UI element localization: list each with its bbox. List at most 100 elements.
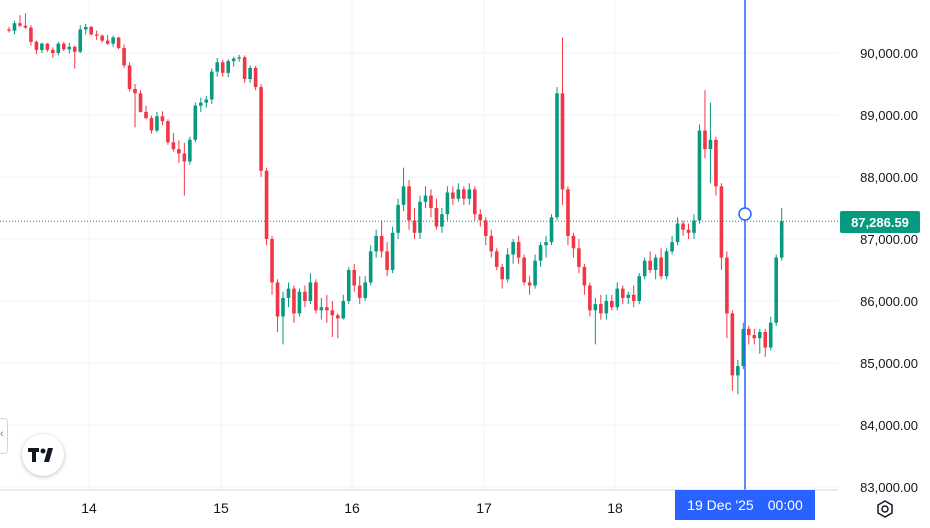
candle-body bbox=[122, 48, 126, 66]
candle-body bbox=[664, 251, 669, 277]
candle-body bbox=[12, 23, 17, 31]
candle-body bbox=[336, 315, 340, 319]
candle-body bbox=[352, 270, 357, 286]
candle-body bbox=[456, 189, 461, 199]
candle-body bbox=[133, 88, 137, 94]
candle-body bbox=[604, 301, 609, 314]
candle-body bbox=[127, 65, 132, 89]
candle-body bbox=[451, 192, 455, 199]
candle-body bbox=[275, 282, 280, 317]
candle-body bbox=[7, 29, 11, 31]
candle-body bbox=[560, 93, 565, 190]
candle-body bbox=[242, 57, 247, 80]
left-handle[interactable]: ‹ bbox=[0, 418, 8, 454]
crosshair-marker[interactable] bbox=[738, 207, 752, 221]
x-axis[interactable]: 14 15 16 17 18 bbox=[81, 500, 623, 516]
candle-body bbox=[56, 43, 61, 53]
candle-body bbox=[637, 276, 641, 301]
candle-body bbox=[500, 266, 504, 280]
settings-button[interactable] bbox=[874, 498, 896, 520]
candle-body bbox=[527, 282, 532, 286]
candle-body bbox=[511, 242, 515, 255]
candle-body bbox=[346, 270, 351, 301]
candle-body bbox=[67, 46, 72, 50]
candle-body bbox=[434, 208, 439, 227]
y-tick-label: 87,000.00 bbox=[860, 232, 918, 247]
candle-body bbox=[116, 37, 121, 49]
candle-body bbox=[23, 25, 28, 28]
x-tick-label: 15 bbox=[213, 500, 229, 516]
left-handle-icon: ‹ bbox=[0, 428, 4, 440]
candle-body bbox=[566, 189, 570, 236]
candle-body bbox=[631, 294, 636, 301]
candle-body bbox=[533, 260, 537, 286]
candle-body bbox=[308, 282, 313, 301]
candle-body bbox=[445, 192, 450, 215]
y-tick-label: 83,000.00 bbox=[860, 480, 918, 495]
candle-body bbox=[209, 71, 214, 100]
candle-body bbox=[286, 288, 291, 298]
candle-body bbox=[363, 282, 367, 298]
candle-body bbox=[725, 257, 729, 314]
candle-body bbox=[763, 332, 768, 348]
candle-body bbox=[270, 239, 274, 283]
candle-body bbox=[253, 67, 258, 88]
candle-body bbox=[83, 26, 88, 30]
candle-body bbox=[697, 130, 702, 221]
y-tick-label: 84,000.00 bbox=[860, 418, 918, 433]
candle-body bbox=[379, 235, 384, 252]
candle-body bbox=[385, 251, 389, 270]
candle-body bbox=[483, 220, 488, 236]
candle-body bbox=[29, 27, 33, 42]
candle-body bbox=[341, 301, 346, 319]
tradingview-logo-icon bbox=[28, 448, 53, 462]
y-axis[interactable]: 90,000.00 89,000.00 88,000.00 87,000.00 86,0… bbox=[860, 46, 918, 495]
candle-body bbox=[752, 335, 757, 339]
candle-body bbox=[237, 57, 241, 59]
candle-body bbox=[18, 23, 22, 26]
candle-body bbox=[626, 294, 631, 298]
candle-body bbox=[94, 34, 99, 36]
candle-body bbox=[494, 251, 499, 267]
candles bbox=[7, 13, 784, 394]
candle-body bbox=[149, 118, 154, 131]
candle-body bbox=[736, 366, 740, 376]
candle-body bbox=[297, 291, 302, 314]
candle-body bbox=[34, 41, 39, 50]
candle-body bbox=[226, 61, 230, 73]
candle-body bbox=[264, 170, 269, 239]
candle-body bbox=[681, 223, 685, 230]
candle-body bbox=[418, 201, 422, 233]
candle-body bbox=[325, 307, 329, 311]
crosshair-time: 00:00 bbox=[767, 497, 803, 513]
candle-body bbox=[670, 242, 674, 252]
candle-body bbox=[390, 232, 395, 270]
settings-icon bbox=[877, 500, 893, 518]
candle-body bbox=[155, 116, 159, 131]
candle-body bbox=[412, 220, 417, 233]
candle-body bbox=[577, 248, 581, 267]
candle-body bbox=[582, 266, 587, 286]
candle-body bbox=[429, 195, 433, 208]
y-tick-label: 89,000.00 bbox=[860, 108, 918, 123]
candle-body bbox=[111, 37, 115, 44]
candle-body bbox=[160, 116, 165, 122]
x-tick-label: 17 bbox=[476, 500, 492, 516]
last-price-badge: 87,286.59 bbox=[840, 211, 920, 233]
candle-body bbox=[593, 304, 598, 311]
candle-body bbox=[489, 235, 494, 252]
candle-body bbox=[401, 186, 406, 205]
tradingview-logo[interactable] bbox=[22, 434, 64, 476]
candle-body bbox=[588, 285, 592, 311]
candle-body bbox=[314, 282, 318, 311]
candle-body bbox=[555, 93, 559, 218]
candle-body bbox=[396, 204, 400, 233]
candle-body bbox=[620, 288, 625, 298]
candle-body bbox=[231, 58, 236, 62]
candle-body bbox=[757, 332, 762, 339]
candle-body bbox=[357, 285, 362, 298]
y-tick-label: 90,000.00 bbox=[860, 46, 918, 61]
crosshair-date: 19 Dec '25 bbox=[687, 497, 754, 513]
candle-body bbox=[703, 130, 707, 150]
